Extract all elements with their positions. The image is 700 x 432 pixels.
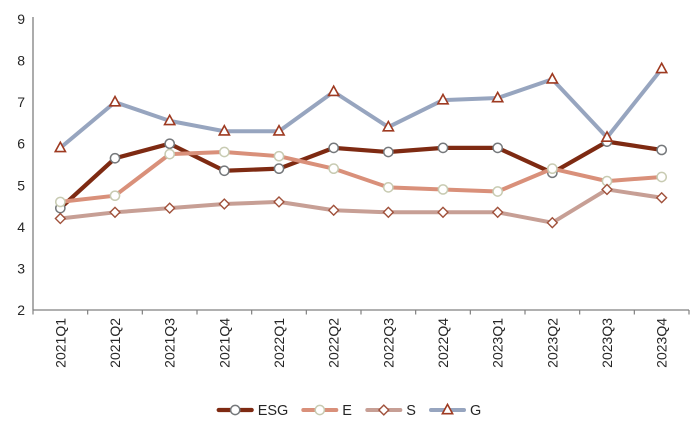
g-marker-triangle: [163, 113, 177, 126]
x-category-label: 2022Q3: [380, 318, 396, 368]
x-category-label: 2023Q1: [490, 318, 506, 368]
s-marker-diamond: [54, 212, 67, 225]
legend-label-g: G: [470, 403, 481, 419]
e-marker-circle: [109, 190, 121, 202]
x-category-label: 2023Q3: [599, 318, 615, 368]
esg-marker-circle: [382, 146, 394, 158]
g-marker-triangle: [381, 119, 395, 132]
series-line-e: [58, 150, 664, 204]
e-marker-circle: [656, 171, 668, 183]
s-marker-diamond: [109, 206, 121, 219]
y-tick-label: 4: [17, 219, 25, 235]
esg-marker-circle: [229, 404, 241, 416]
esg-marker-circle: [437, 142, 449, 154]
x-category-label: 2023Q4: [654, 318, 670, 368]
y-axis-labels: 2 3 4 5 6 7 8 9: [17, 11, 25, 318]
y-tick-label: 9: [17, 11, 25, 27]
s-marker-diamond: [327, 204, 340, 217]
y-tick-label: 7: [17, 94, 25, 110]
esg-marker-circle: [492, 142, 504, 154]
g-marker-triangle: [436, 92, 450, 105]
axes: [32, 17, 689, 311]
e-marker-circle: [328, 163, 340, 175]
esg-marker-circle: [273, 163, 285, 175]
series-s: [54, 183, 668, 229]
s-marker-diamond: [546, 216, 559, 229]
g-marker-triangle: [441, 402, 454, 415]
g-marker-triangle: [491, 90, 505, 103]
s-marker-diamond: [163, 202, 176, 215]
g-marker-triangle: [545, 72, 559, 84]
s-marker-diamond: [382, 206, 395, 219]
x-category-label: 2021Q1: [52, 318, 68, 368]
legend-item-esg: ESG: [216, 403, 289, 419]
esg-marker-circle: [164, 138, 176, 150]
legend: ESG E S G: [216, 402, 481, 419]
e-marker-circle: [314, 404, 326, 416]
series-line-g: [58, 66, 664, 150]
y-tick-label: 6: [17, 136, 25, 152]
g-marker-triangle: [272, 123, 286, 136]
x-axis-ticks: [32, 310, 690, 315]
e-marker-circle: [218, 146, 230, 158]
y-tick-label: 3: [17, 260, 25, 276]
series-e: [54, 146, 668, 208]
esg-marker-circle: [328, 142, 340, 154]
x-category-label: 2022Q1: [271, 318, 287, 368]
legend-item-s: S: [365, 403, 416, 419]
g-marker-triangle: [327, 84, 341, 97]
g-marker-triangle: [53, 140, 67, 153]
y-tick-label: 5: [17, 177, 25, 193]
x-axis-labels: 2021Q1 2021Q2 2021Q3 2021Q4 2022Q1 2022Q2 2022…: [52, 318, 669, 368]
series-line-esg: [58, 139, 664, 211]
y-tick-label: 2: [17, 302, 25, 318]
s-marker-diamond: [377, 404, 390, 416]
s-marker-diamond: [655, 191, 668, 204]
e-marker-circle: [273, 150, 285, 162]
esg-marker-circle: [656, 144, 668, 156]
legend-label-s: S: [406, 403, 416, 419]
esg-marker-circle: [109, 152, 121, 164]
g-marker-triangle: [108, 94, 122, 107]
esg-marker-circle: [218, 165, 230, 177]
x-category-label: 2023Q2: [544, 318, 560, 368]
x-category-label: 2021Q2: [107, 318, 123, 368]
x-category-label: 2022Q2: [326, 318, 342, 368]
g-marker-triangle: [655, 61, 669, 74]
s-marker-diamond: [601, 183, 613, 196]
e-marker-circle: [437, 184, 449, 195]
e-marker-circle: [164, 148, 176, 160]
series-line-s: [58, 187, 664, 225]
e-marker-circle: [546, 163, 558, 175]
e-marker-circle: [492, 186, 504, 197]
legend-item-e: E: [301, 403, 352, 419]
s-marker-diamond: [437, 206, 449, 219]
s-marker-diamond: [273, 196, 285, 208]
series-g: [53, 61, 669, 153]
y-tick-label: 8: [17, 53, 25, 69]
x-category-label: 2021Q4: [216, 318, 232, 368]
g-marker-triangle: [600, 130, 614, 142]
g-marker-triangle: [217, 123, 231, 136]
x-category-label: 2021Q3: [162, 318, 178, 368]
s-marker-diamond: [491, 206, 504, 219]
x-category-label: 2022Q4: [435, 318, 451, 368]
s-marker-diamond: [218, 198, 231, 210]
legend-label-esg: ESG: [258, 403, 289, 419]
e-marker-circle: [54, 196, 66, 208]
legend-label-e: E: [342, 403, 352, 419]
e-marker-circle: [382, 182, 394, 193]
legend-item-g: G: [429, 402, 481, 419]
